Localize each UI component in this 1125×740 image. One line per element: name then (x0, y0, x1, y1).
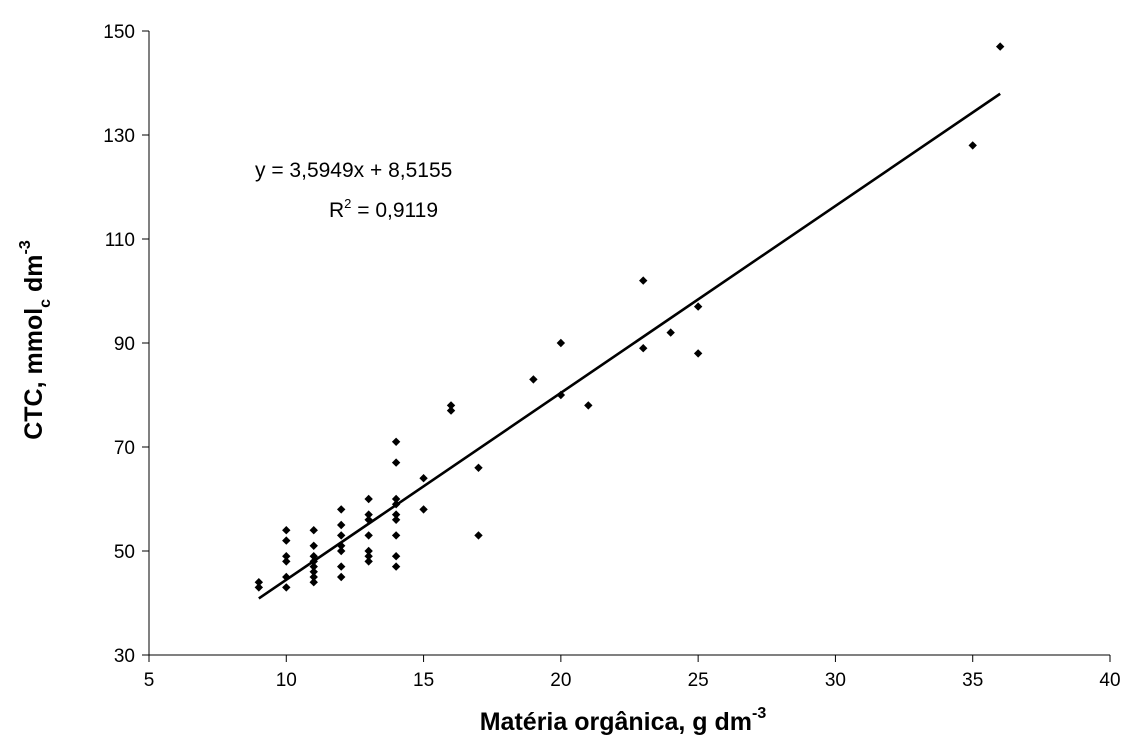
data-point (364, 557, 373, 566)
data-point (391, 552, 401, 561)
data-point (364, 494, 373, 504)
y-axis-title: CTC, mmolc dm-3 (17, 240, 54, 440)
data-points (254, 42, 1005, 592)
y-axis-title-text: CTC, mmol (20, 308, 48, 440)
x-tick-label: 25 (688, 670, 709, 691)
data-point (446, 406, 456, 415)
data-point (309, 578, 318, 587)
x-axis-title: Matéria orgânica, g dm-3 (480, 705, 767, 736)
x-tick-label: 35 (962, 670, 983, 691)
y-axis-title-subscript: c (37, 299, 54, 308)
data-point (309, 541, 318, 550)
data-point (693, 302, 703, 311)
data-point (639, 276, 648, 285)
data-point (337, 546, 346, 556)
data-point (337, 541, 346, 550)
axes: 5 10 15 20 25 30 35 40 30 50 70 90 110 130 150 (103, 22, 1120, 691)
equation-label: y = 3,5949x + 8,5155 (255, 159, 452, 182)
data-point (337, 572, 346, 582)
data-point (391, 562, 401, 571)
trendline (258, 92, 1001, 600)
data-point (474, 463, 483, 472)
data-point (391, 500, 401, 509)
data-point (446, 401, 456, 410)
data-point (254, 578, 264, 587)
y-tick-label: 150 (103, 22, 135, 43)
r-squared-value: = 0,9119 (351, 199, 438, 222)
data-point (391, 437, 401, 446)
trendline-layer (258, 92, 1001, 600)
y-tick-label: 70 (114, 438, 135, 459)
data-point (364, 515, 373, 524)
x-tick-label: 15 (413, 670, 434, 691)
data-point (693, 349, 703, 358)
data-point (529, 375, 538, 384)
data-point (282, 557, 291, 566)
data-point (995, 42, 1005, 51)
data-point (282, 536, 291, 545)
data-point (419, 505, 428, 514)
data-point (556, 338, 566, 348)
data-point (364, 546, 373, 556)
x-axis-title-text: Matéria orgânica, g dm (480, 708, 752, 736)
x-tick-label: 5 (144, 670, 155, 691)
data-point (309, 572, 318, 582)
data-point (391, 531, 401, 540)
y-tick-label: 110 (105, 230, 135, 251)
data-point (419, 474, 428, 483)
r-squared-exponent: 2 (344, 196, 351, 211)
data-point (309, 526, 318, 535)
data-point (474, 531, 483, 540)
equation-text: y = 3,5949x + 8,5155 (255, 159, 452, 182)
data-point (584, 401, 593, 410)
data-point (309, 552, 318, 561)
data-point (254, 583, 264, 592)
y-tick-label: 30 (114, 646, 135, 667)
data-point (337, 505, 346, 514)
y-tick-label: 90 (114, 334, 135, 355)
data-point (282, 552, 291, 561)
data-point (364, 552, 373, 561)
r-squared-label: R2 = 0,9119 (329, 196, 438, 222)
x-tick-label: 10 (276, 670, 297, 691)
data-point (282, 583, 291, 592)
data-point (391, 494, 401, 504)
data-point (968, 141, 977, 150)
data-point (391, 515, 401, 524)
x-tick-label: 40 (1099, 670, 1120, 691)
x-axis-title-exponent: -3 (752, 705, 766, 722)
data-point (364, 510, 373, 519)
data-point (337, 562, 346, 571)
r-squared-letter: R (329, 199, 344, 222)
data-point (337, 531, 346, 540)
data-point (639, 344, 648, 353)
data-point (309, 557, 318, 566)
data-point (337, 520, 346, 530)
y-axis-title-exponent: -3 (17, 240, 34, 254)
y-tick-label: 130 (103, 126, 135, 147)
data-point (666, 328, 675, 337)
data-point (391, 458, 401, 467)
data-point (309, 562, 318, 571)
data-point (309, 567, 318, 576)
data-point (391, 510, 401, 519)
data-point (282, 572, 291, 582)
data-point (364, 531, 373, 540)
x-tick-label: 20 (550, 670, 571, 691)
data-point (282, 526, 291, 535)
y-axis-title-unit: dm (20, 254, 48, 298)
y-tick-label: 50 (114, 542, 135, 563)
data-point (556, 390, 566, 400)
x-tick-label: 30 (825, 670, 846, 691)
